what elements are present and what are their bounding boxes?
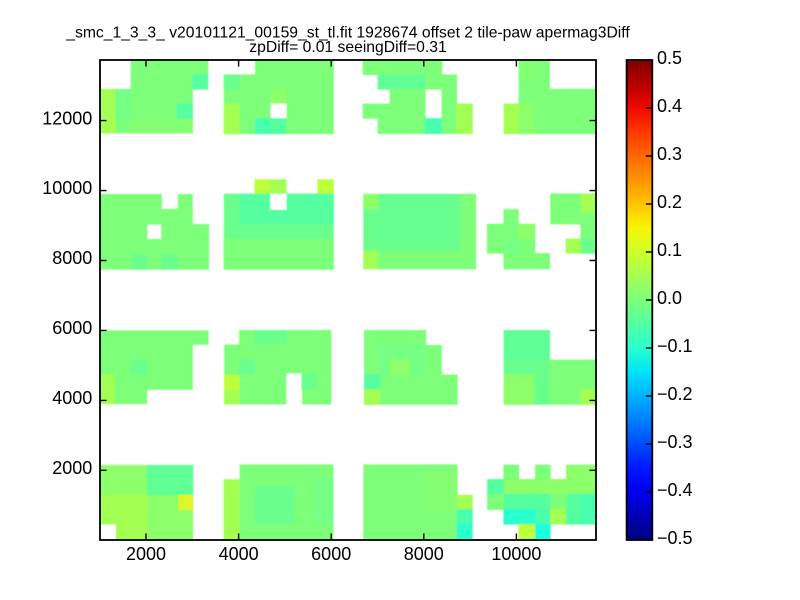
svg-text:0.5: 0.5	[657, 48, 682, 68]
svg-text:2000: 2000	[52, 458, 92, 478]
svg-text:6000: 6000	[311, 544, 351, 564]
svg-text:0.3: 0.3	[657, 144, 682, 164]
svg-text:0.1: 0.1	[657, 240, 682, 260]
svg-text:0.0: 0.0	[657, 288, 682, 308]
svg-text:0.2: 0.2	[657, 192, 682, 212]
svg-text:_smc_1_3_3_ v20101121_00159_st: _smc_1_3_3_ v20101121_00159_st_tl.fit 19…	[65, 24, 630, 41]
svg-text:−0.4: −0.4	[657, 480, 693, 500]
svg-text:zpDiff= 0.01 seeingDiff=0.31: zpDiff= 0.01 seeingDiff=0.31	[249, 39, 446, 56]
svg-text:−0.2: −0.2	[657, 384, 693, 404]
svg-text:8000: 8000	[404, 544, 444, 564]
svg-text:6000: 6000	[52, 318, 92, 338]
svg-text:2000: 2000	[126, 544, 166, 564]
svg-text:4000: 4000	[219, 544, 259, 564]
svg-text:10000: 10000	[42, 178, 92, 198]
svg-text:−0.1: −0.1	[657, 336, 693, 356]
svg-text:−0.5: −0.5	[657, 528, 693, 548]
svg-text:10000: 10000	[491, 544, 541, 564]
svg-text:8000: 8000	[52, 248, 92, 268]
svg-text:−0.3: −0.3	[657, 432, 693, 452]
svg-text:0.4: 0.4	[657, 96, 682, 116]
svg-text:12000: 12000	[42, 108, 92, 128]
svg-text:4000: 4000	[52, 388, 92, 408]
